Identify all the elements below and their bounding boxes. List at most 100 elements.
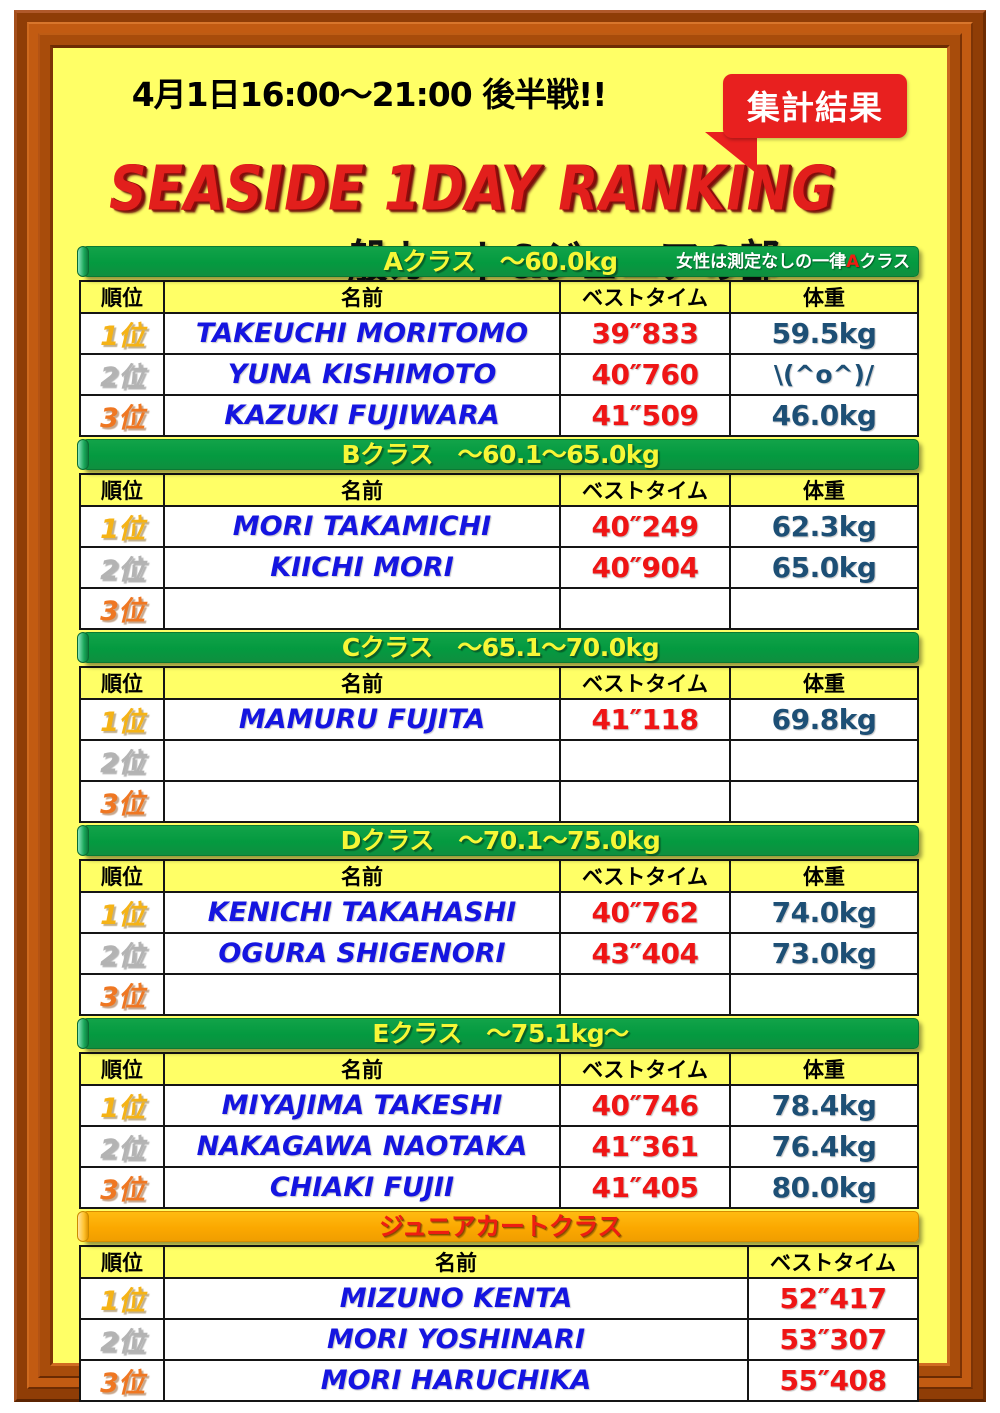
table-row: 3位 MORI HARUCHIKA 55″408 <box>79 1359 919 1402</box>
ranking-section-class-e: Eクラス 〜75.1kg〜 順位 名前 ベストタイム 体重 1位 MIYAJIMA TAKE… <box>77 1018 919 1209</box>
driver-name: MORI YOSHINARI <box>163 1318 749 1361</box>
column-header-rank: 順位 <box>79 859 165 893</box>
bar-end-cap <box>77 825 89 856</box>
column-header-rank: 順位 <box>79 1245 165 1279</box>
driver-weight: 69.8kg <box>729 698 919 741</box>
driver-weight: \(^o^)/ <box>729 353 919 396</box>
section-header-bar: Eクラス 〜75.1kg〜 <box>77 1018 919 1049</box>
rank-badge: 3位 <box>79 394 165 437</box>
bar-end-cap <box>77 1018 89 1049</box>
best-time: 52″417 <box>747 1277 919 1320</box>
section-label: Cクラス 〜65.1〜70.0kg <box>341 633 660 662</box>
section-note-prefix: 女性は測定なしの一律 <box>676 252 847 272</box>
driver-weight <box>729 587 919 630</box>
section-header-bar: Aクラス 〜60.0kg 女性は測定なしの一律Aクラス <box>77 246 919 277</box>
column-header-time: ベストタイム <box>559 280 731 314</box>
section-header-bar: Dクラス 〜70.1〜75.0kg <box>77 825 919 856</box>
driver-name: MORI HARUCHIKA <box>163 1359 749 1402</box>
rank-badge: 2位 <box>79 353 165 396</box>
table-row: 1位 MIYAJIMA TAKESHI 40″746 78.4kg <box>79 1084 919 1127</box>
best-time: 53″307 <box>747 1318 919 1361</box>
driver-weight: 62.3kg <box>729 505 919 548</box>
table-row: 2位 <box>79 739 919 782</box>
rank-badge: 1位 <box>79 698 165 741</box>
column-header-name: 名前 <box>163 666 561 700</box>
column-header-weight: 体重 <box>729 859 919 893</box>
ranking-section-class-a: Aクラス 〜60.0kg 女性は測定なしの一律Aクラス順位 名前 ベストタイム 体重 1位… <box>77 246 919 437</box>
driver-weight: 46.0kg <box>729 394 919 437</box>
driver-name: TAKEUCHI MORITOMO <box>163 312 561 355</box>
best-time: 55″408 <box>747 1359 919 1402</box>
section-label: Aクラス 〜60.0kg <box>383 247 618 276</box>
driver-name: KAZUKI FUJIWARA <box>163 394 561 437</box>
bar-end-cap <box>77 632 89 663</box>
ranking-table: 順位 名前 ベストタイム 体重 1位 TAKEUCHI MORITOMO 39″833 59.… <box>79 280 919 437</box>
best-time <box>559 973 731 1016</box>
section-header-bar: ジュニアカートクラス <box>77 1211 919 1242</box>
driver-name: YUNA KISHIMOTO <box>163 353 561 396</box>
column-header-weight: 体重 <box>729 1052 919 1086</box>
best-time: 40″746 <box>559 1084 731 1127</box>
column-header-rank: 順位 <box>79 1052 165 1086</box>
column-header-weight: 体重 <box>729 473 919 507</box>
bar-end-cap <box>77 1211 89 1242</box>
rank-badge: 3位 <box>79 587 165 630</box>
column-header-time: ベストタイム <box>559 666 731 700</box>
best-time <box>559 739 731 782</box>
table-row: 1位 MAMURU FUJITA 41″118 69.8kg <box>79 698 919 741</box>
driver-name: CHIAKI FUJII <box>163 1166 561 1209</box>
section-label: Eクラス 〜75.1kg〜 <box>372 1019 629 1048</box>
driver-name <box>163 739 561 782</box>
driver-name <box>163 973 561 1016</box>
table-row: 2位 NAKAGAWA NAOTAKA 41″361 76.4kg <box>79 1125 919 1168</box>
column-header-time: ベストタイム <box>559 1052 731 1086</box>
table-row: 2位 YUNA KISHIMOTO 40″760 \(^o^)/ <box>79 353 919 396</box>
table-header-row: 順位 名前 ベストタイム 体重 <box>79 280 919 314</box>
table-row: 3位 KAZUKI FUJIWARA 41″509 46.0kg <box>79 394 919 437</box>
frame-bevel-inner: 4月1日16:00〜21:00 後半戦!! 集計結果 SEASIDE 1DAY … <box>38 33 962 1402</box>
column-header-time: ベストタイム <box>559 859 731 893</box>
best-time: 41″405 <box>559 1166 731 1209</box>
bar-end-cap <box>77 246 89 277</box>
section-note-suffix: クラス <box>859 252 910 272</box>
ranking-table: 順位 名前 ベストタイム 体重 1位 MORI TAKAMICHI 40″249 62.3kg… <box>79 473 919 630</box>
column-header-time: ベストタイム <box>559 473 731 507</box>
driver-name: MIYAJIMA TAKESHI <box>163 1084 561 1127</box>
best-time: 40″249 <box>559 505 731 548</box>
column-header-name: 名前 <box>163 859 561 893</box>
column-header-weight: 体重 <box>729 666 919 700</box>
best-time: 40″762 <box>559 891 731 934</box>
best-time <box>559 780 731 823</box>
rank-badge: 3位 <box>79 973 165 1016</box>
ranking-table: 順位 名前 ベストタイム 体重 1位 KENICHI TAKAHASHI 40″762 74.… <box>79 859 919 1016</box>
rank-badge: 1位 <box>79 891 165 934</box>
table-row: 2位 OGURA SHIGENORI 43″404 73.0kg <box>79 932 919 975</box>
rank-badge: 1位 <box>79 1084 165 1127</box>
best-time: 43″404 <box>559 932 731 975</box>
section-note: 女性は測定なしの一律Aクラス <box>676 251 910 273</box>
driver-name: NAKAGAWA NAOTAKA <box>163 1125 561 1168</box>
ranking-section-class-d: Dクラス 〜70.1〜75.0kg 順位 名前 ベストタイム 体重 1位 KENICHI T… <box>77 825 919 1016</box>
driver-weight <box>729 973 919 1016</box>
section-label: Bクラス 〜60.1〜65.0kg <box>341 440 660 469</box>
poster-surface: 4月1日16:00〜21:00 後半戦!! 集計結果 SEASIDE 1DAY … <box>53 48 947 1402</box>
driver-name <box>163 587 561 630</box>
rank-badge: 2位 <box>79 1125 165 1168</box>
ranking-section-class-junior: ジュニアカートクラス 順位 名前 ベストタイム 1位 MIZUNO KENTA 52″417… <box>77 1211 919 1402</box>
best-time: 41″118 <box>559 698 731 741</box>
column-header-name: 名前 <box>163 280 561 314</box>
column-header-name: 名前 <box>163 1052 561 1086</box>
ranking-table: 順位 名前 ベストタイム 1位 MIZUNO KENTA 52″417 2位 MORI YOS… <box>79 1245 919 1402</box>
driver-name: KIICHI MORI <box>163 546 561 589</box>
column-header-name: 名前 <box>163 1245 749 1279</box>
rank-badge: 3位 <box>79 1359 165 1402</box>
column-header-time: ベストタイム <box>747 1245 919 1279</box>
picture-frame: 4月1日16:00〜21:00 後半戦!! 集計結果 SEASIDE 1DAY … <box>14 10 986 1402</box>
table-header-row: 順位 名前 ベストタイム 体重 <box>79 666 919 700</box>
rank-badge: 2位 <box>79 932 165 975</box>
table-row: 1位 TAKEUCHI MORITOMO 39″833 59.5kg <box>79 312 919 355</box>
ranking-section-class-c: Cクラス 〜65.1〜70.0kg 順位 名前 ベストタイム 体重 1位 MAMURU FU… <box>77 632 919 823</box>
table-row: 1位 MIZUNO KENTA 52″417 <box>79 1277 919 1320</box>
driver-name: MIZUNO KENTA <box>163 1277 749 1320</box>
